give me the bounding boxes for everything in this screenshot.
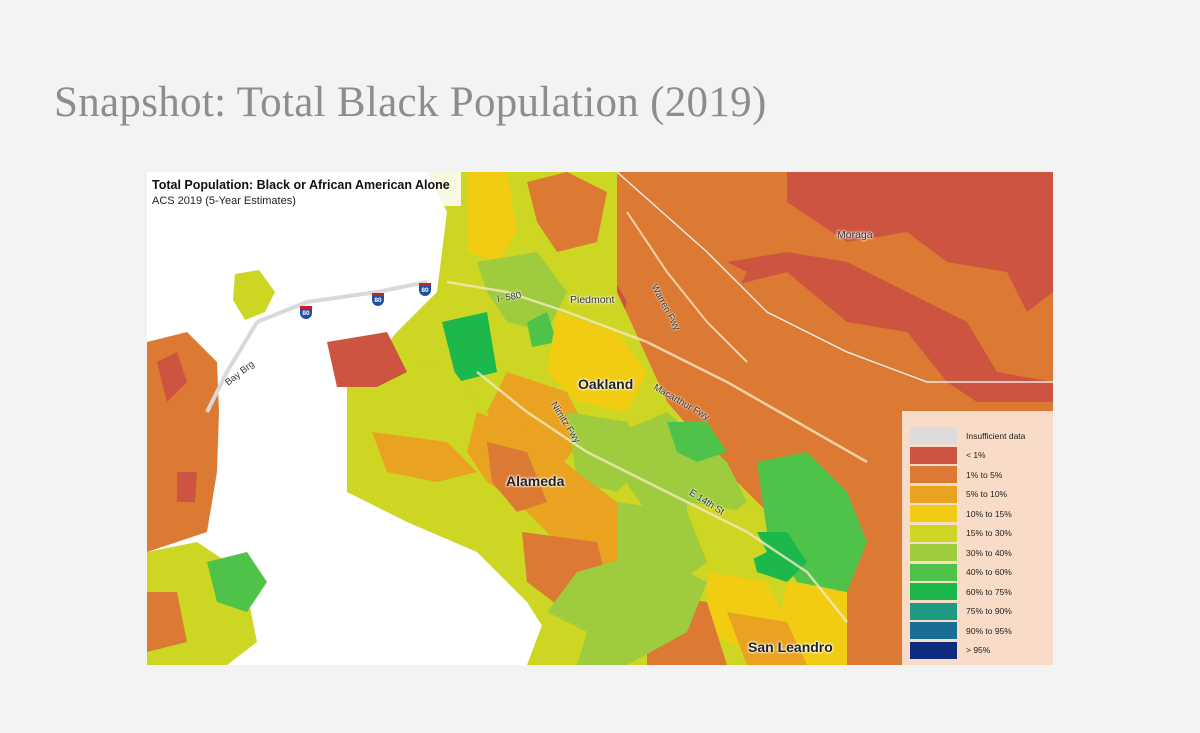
slide-title: Snapshot: Total Black Population (2019) — [54, 79, 767, 126]
legend-swatch — [910, 446, 957, 464]
map-title: Total Population: Black or African Ameri… — [152, 178, 450, 192]
map-canvas[interactable] — [147, 172, 1053, 665]
legend-item: 40% to 60% — [910, 563, 1053, 583]
legend-label: 40% to 60% — [966, 567, 1012, 578]
legend-label: 1% to 5% — [966, 469, 1003, 480]
map-subtitle: ACS 2019 (5-Year Estimates) — [152, 195, 296, 207]
legend-swatch — [910, 466, 957, 484]
legend-label: < 1% — [966, 450, 986, 461]
legend-swatch — [910, 485, 957, 503]
legend-label: > 95% — [966, 645, 991, 656]
legend-item: > 95% — [910, 641, 1053, 661]
legend-item: 10% to 15% — [910, 504, 1053, 524]
legend-item: 15% to 30% — [910, 524, 1053, 544]
legend-swatch — [910, 622, 957, 640]
legend-label: Insufficient data — [966, 430, 1026, 441]
legend-item: < 1% — [910, 446, 1053, 466]
legend-swatch — [910, 544, 957, 562]
interstate-80-shield-icon: 80 — [372, 293, 384, 306]
legend-label: 30% to 40% — [966, 547, 1012, 558]
legend-label: 75% to 90% — [966, 606, 1012, 617]
choropleth-map[interactable]: Total Population: Black or African Ameri… — [147, 172, 1053, 665]
legend-item: Insufficient data — [910, 426, 1053, 446]
legend-item: 75% to 90% — [910, 602, 1053, 622]
legend-label: 60% to 75% — [966, 586, 1012, 597]
legend-item: 60% to 75% — [910, 582, 1053, 602]
legend-swatch — [910, 641, 957, 659]
legend-swatch — [910, 583, 957, 601]
legend-label: 90% to 95% — [966, 625, 1012, 636]
legend-label: 15% to 30% — [966, 528, 1012, 539]
legend-swatch — [910, 563, 957, 581]
interstate-80-shield-icon: 80 — [300, 306, 312, 319]
legend-item: 30% to 40% — [910, 543, 1053, 563]
legend-swatch — [910, 427, 957, 445]
place-label-piedmont: Piedmont — [570, 294, 615, 306]
map-legend: Insufficient data < 1% 1% to 5% 5% to 10% 10… — [902, 411, 1053, 665]
place-label-oakland: Oakland — [578, 376, 634, 392]
legend-swatch — [910, 602, 957, 620]
legend-item: 90% to 95% — [910, 621, 1053, 641]
place-label-moraga: Moraga — [837, 229, 873, 241]
legend-label: 10% to 15% — [966, 508, 1012, 519]
legend-swatch — [910, 505, 957, 523]
place-label-alameda: Alameda — [506, 473, 565, 489]
legend-swatch — [910, 524, 957, 542]
legend-item: 1% to 5% — [910, 465, 1053, 485]
place-label-san-leandro: San Leandro — [748, 639, 833, 655]
legend-item: 5% to 10% — [910, 485, 1053, 505]
map-header: Total Population: Black or African Ameri… — [147, 172, 461, 207]
interstate-80-shield-icon: 80 — [419, 283, 431, 296]
legend-label: 5% to 10% — [966, 489, 1008, 500]
